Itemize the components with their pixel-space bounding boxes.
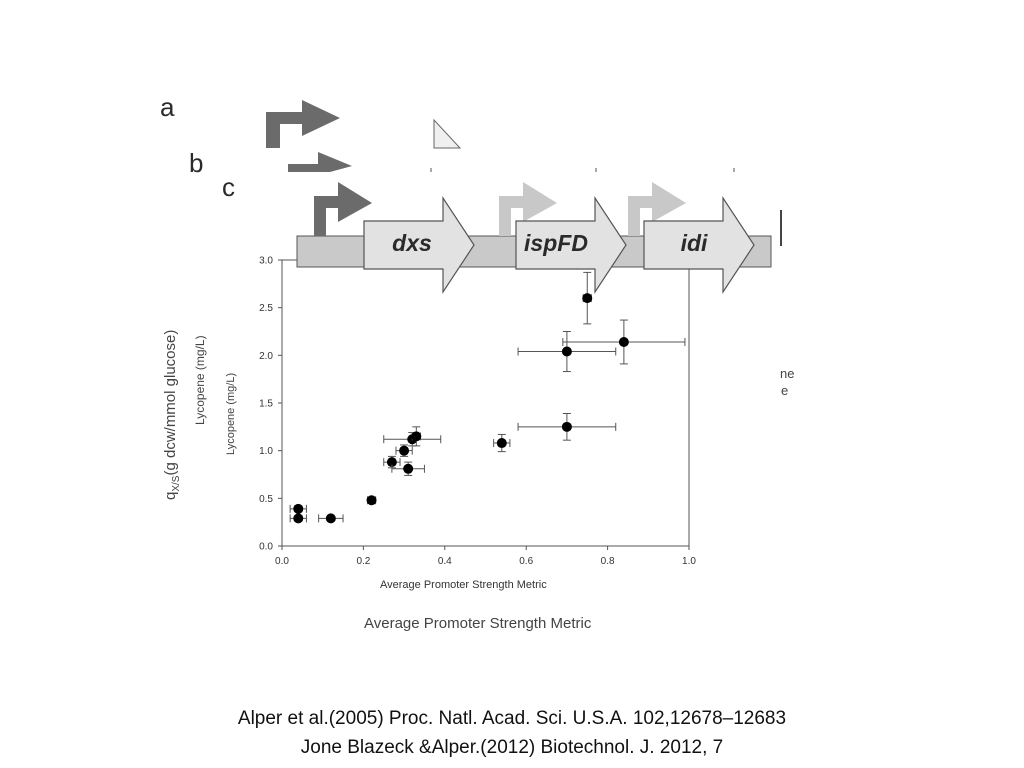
scatter-marker <box>496 438 507 449</box>
y-tick-label: 0.5 <box>259 494 273 505</box>
y-tick-label: 1.5 <box>259 399 273 410</box>
data-point <box>289 503 307 514</box>
y-axis-ticks: 0.0 0.5 1.0 1.5 2.0 2.5 3.0 <box>259 256 282 553</box>
scatter-marker <box>403 463 414 474</box>
scatter-marker <box>366 495 377 506</box>
scatter-marker <box>293 503 304 514</box>
x-tick-label: 0.0 <box>275 556 289 567</box>
data-point <box>582 271 593 325</box>
y-tick-label: 3.0 <box>259 256 273 267</box>
panel-letter-b: b <box>189 148 204 178</box>
data-point <box>391 461 425 476</box>
scatter-marker <box>411 431 422 442</box>
legend-fragment-2: e <box>781 383 789 398</box>
data-point <box>366 495 377 506</box>
scatter-marker <box>293 513 304 524</box>
scatter-marker <box>618 336 629 347</box>
panel-a-fragment <box>266 100 462 149</box>
scatter-marker <box>325 513 336 524</box>
x-tick-label: 0.8 <box>601 556 615 567</box>
data-point <box>289 513 307 524</box>
x-tick-label: 0.4 <box>438 556 452 567</box>
y-axis-label: Lycopene (mg/L) <box>225 372 237 455</box>
operon-diagram: dxs ispFD idi <box>296 182 782 294</box>
scatter-marker <box>561 421 572 432</box>
scatter-marker <box>582 293 593 304</box>
x-tick-label: 0.6 <box>519 556 533 567</box>
y-tick-label: 1.0 <box>259 446 273 457</box>
y-tick-label: 2.0 <box>259 351 273 362</box>
data-point <box>517 412 617 441</box>
data-point <box>517 331 617 373</box>
data-point <box>395 444 413 457</box>
y-tick-label: 2.5 <box>259 303 273 314</box>
citation-line-2: Jone Blazeck &Alper.(2012) Biotechnol. J… <box>300 737 724 758</box>
panel-letter-a: a <box>160 92 175 122</box>
gene-label-idi: idi <box>681 230 708 256</box>
gene-label-dxs: dxs <box>392 230 432 256</box>
x-tick-label: 1.0 <box>682 556 696 567</box>
scatter-chart: 0.0 0.2 0.4 0.6 0.8 1.0 0.0 0.5 1.0 1.5 2.0 2.5 3.0 <box>259 256 696 568</box>
data-point <box>562 319 686 365</box>
x-axis-ticks: 0.0 0.2 0.4 0.6 0.8 1.0 <box>275 546 696 567</box>
gene-label-ispfd: ispFD <box>524 230 588 256</box>
promoter-dxs-icon <box>314 182 372 236</box>
gene-ispfd: ispFD <box>515 196 627 294</box>
panel-b-fragment <box>288 152 735 172</box>
x-tick-label: 0.2 <box>356 556 370 567</box>
plot-frame <box>281 259 690 547</box>
promoter-idi-icon <box>628 182 686 236</box>
scatter-marker <box>399 445 410 456</box>
gene-dxs: dxs <box>363 196 475 294</box>
outer-x-axis-label: Average Promoter Strength Metric <box>364 615 592 632</box>
legend-fragment-1: ne <box>780 366 795 381</box>
promoter-ispfd-icon <box>499 182 557 236</box>
y-tick-label: 0.0 <box>259 542 273 553</box>
data-point <box>411 426 422 447</box>
scatter-marker <box>386 457 397 468</box>
citation-line-1: Alper et al.(2005) Proc. Natl. Acad. Sci… <box>237 708 787 729</box>
panel-letter-c: c <box>222 172 235 202</box>
data-point <box>493 433 511 453</box>
scatter-marker <box>561 346 572 357</box>
data-point <box>318 513 344 524</box>
gene-idi: idi <box>643 196 755 294</box>
x-axis-label: Average Promoter Strength Metric <box>380 579 547 591</box>
data-points <box>289 271 686 524</box>
